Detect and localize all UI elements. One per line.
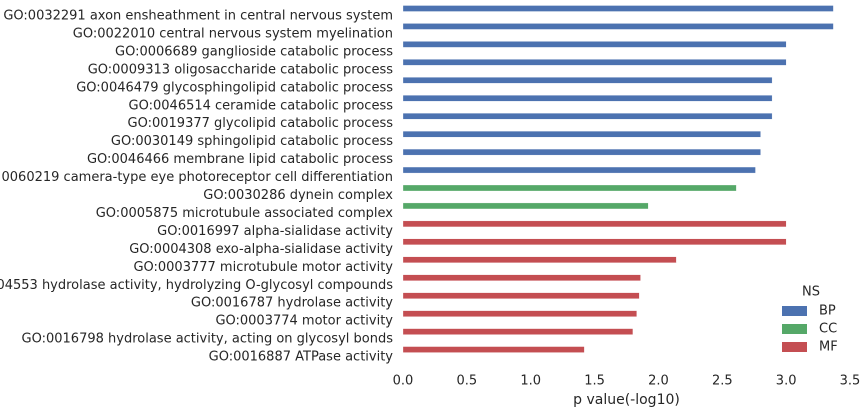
legend-title: NS [802,285,820,300]
bar-cc [402,202,649,210]
bar-bp [402,59,787,66]
bar-bp [402,130,761,138]
category-label: GO:0009313 oligosaccharide catabolic pro… [88,62,394,77]
x-axis-title: p value(-log10) [573,392,680,408]
x-tick-label: 2.5 [712,374,733,389]
bar-mf [402,346,585,353]
category-label: GO:0004308 exo-alpha-sialidase activity [129,242,393,257]
category-label: GO:0016887 ATPase activity [209,350,394,365]
legend-swatch-bp [782,306,807,316]
bar-bp [402,95,773,102]
bar-mf [402,292,640,299]
category-label: GO:0022010 central nervous system myelin… [73,26,393,41]
category-label: GO:0003774 motor activity [215,314,393,329]
bar-mf [402,310,637,317]
legend-swatch-cc [782,324,807,334]
x-axis-ticks: 0.0 0.5 1.0 1.5 2.0 2.5 3.0 3.5 [393,374,861,389]
category-label: GO:0030286 dynein complex [203,188,393,203]
x-tick-label: 2.0 [648,374,669,389]
x-tick-label: 0.5 [457,374,478,389]
category-label: GO:0046514 ceramide catabolic process [129,98,394,113]
legend-label-mf: MF [819,340,838,355]
category-label: GO:0032291 axon ensheathment in central … [3,9,393,24]
bar-bp [402,166,756,174]
x-tick-label: 3.0 [776,374,797,389]
legend-label-cc: CC [819,322,837,337]
category-label: GO:0016787 hydrolase activity [191,296,393,311]
legend-label-bp: BP [819,304,836,319]
category-label: GO:0019377 glycolipid catabolic process [128,116,394,131]
bar-mf [402,220,787,228]
x-tick-label: 1.0 [520,374,541,389]
bar-mf [402,256,677,263]
bar-mf [402,328,634,335]
category-label: GO:0003777 microtubule motor activity [133,260,393,275]
x-tick-label: 0.0 [393,374,414,389]
x-tick-label: 1.5 [584,374,605,389]
category-label: GO:0006689 ganglioside catabolic process [115,44,393,59]
legend: NS BP CC MF [782,285,838,355]
bar-bp [402,148,761,156]
bar-bp [402,23,834,30]
category-label: GO:0060219 camera-type eye photoreceptor… [0,170,393,185]
bar-bp [402,77,773,84]
category-label: GO:0004553 hydrolase activity, hydrolyzi… [0,278,393,293]
bar-mf [402,274,641,281]
category-label: GO:0046466 membrane lipid catabolic proc… [87,152,393,167]
category-label: GO:0030149 sphingolipid catabolic proces… [111,134,393,149]
legend-swatch-mf [782,342,807,352]
category-label: GO:0005875 microtubule associated comple… [96,206,394,221]
bar-bp [402,41,787,48]
bar-cc [402,184,737,192]
bars [402,5,834,353]
bar-bp [402,5,834,12]
category-labels: GO:0032291 axon ensheathment in central … [0,9,393,365]
category-label: GO:0046479 glycosphingolipid catabolic p… [76,80,393,95]
category-label: GO:0016997 alpha-sialidase activity [157,224,393,239]
category-label: GO:0016798 hydrolase activity, acting on… [22,332,394,347]
x-tick-label: 3.5 [840,374,861,389]
bar-bp [402,113,773,120]
bar-mf [402,238,787,246]
